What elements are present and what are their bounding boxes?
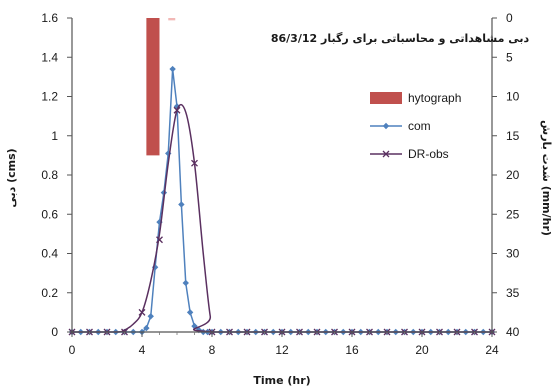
com-point (178, 201, 185, 208)
y-axis-title: دبی (cms) (5, 148, 18, 207)
com-line (72, 68, 492, 333)
hytograph-bar (168, 18, 176, 21)
legend-label: hytograph (408, 91, 461, 105)
com-point (191, 322, 198, 330)
y-tick-label: 1 (51, 129, 58, 143)
x-tick-label: 24 (485, 343, 499, 357)
y-tick-label: 1.6 (41, 11, 58, 25)
y-tick-label: 0.8 (41, 168, 58, 182)
x-tick-label: 20 (415, 343, 429, 357)
dr-obs-point (191, 159, 198, 167)
hytograph-bar (146, 18, 160, 156)
y2-tick-label: 40 (506, 325, 520, 339)
x-tick-label: 12 (275, 343, 289, 357)
y-tick-label: 0.2 (41, 286, 58, 300)
plot-area (68, 18, 496, 336)
y2-tick-label: 15 (506, 129, 520, 143)
dr-obs-line (72, 103, 492, 333)
y-tick-label: 0.6 (41, 207, 58, 221)
dr-obs-point (173, 106, 181, 114)
dr-obs-point (156, 236, 163, 244)
x-tick-label: 8 (209, 343, 216, 357)
y2-axis-title: شدت بارش (mm/hr) (540, 120, 553, 236)
com-point (143, 324, 150, 332)
dr-obs-point (138, 308, 146, 316)
y2-tick-label: 25 (506, 207, 520, 221)
y-tick-label: 1.2 (41, 90, 58, 104)
legend-marker-dr-obs (382, 150, 390, 158)
legend-swatch-hytograph (370, 92, 402, 104)
x-tick-label: 0 (69, 343, 76, 357)
chart-title: دبی مشاهداتی و محاسباتی برای رگبار 86/3/… (271, 32, 530, 45)
axes: 0 4 8 12 16 20 24 0 0.2 0.4 0.6 0.8 1 1.2 1.4 1.6 0 5 10 15… (41, 11, 519, 357)
legend-label: DR-obs (408, 147, 449, 161)
x-tick-label: 4 (139, 343, 146, 357)
y2-tick-label: 10 (506, 90, 520, 104)
legend-marker-com (382, 122, 390, 130)
com-point (182, 279, 189, 287)
legend: hytograph com DR-obs (370, 91, 461, 161)
x-tick-label: 16 (345, 343, 359, 357)
y-tick-label: 0 (51, 325, 58, 339)
y2-tick-label: 5 (506, 50, 513, 64)
y2-tick-label: 30 (506, 247, 520, 261)
y-tick-label: 1.4 (41, 50, 58, 64)
y2-tick-label: 0 (506, 11, 513, 25)
com-point (173, 103, 181, 110)
y2-tick-label: 35 (506, 286, 520, 300)
y2-tick-label: 20 (506, 168, 520, 182)
x-axis-title: Time (hr) (253, 374, 310, 387)
y-tick-label: 0.4 (41, 247, 58, 261)
com-point (186, 309, 194, 316)
com-point (147, 313, 154, 320)
com-point (169, 65, 176, 73)
legend-label: com (408, 119, 431, 133)
